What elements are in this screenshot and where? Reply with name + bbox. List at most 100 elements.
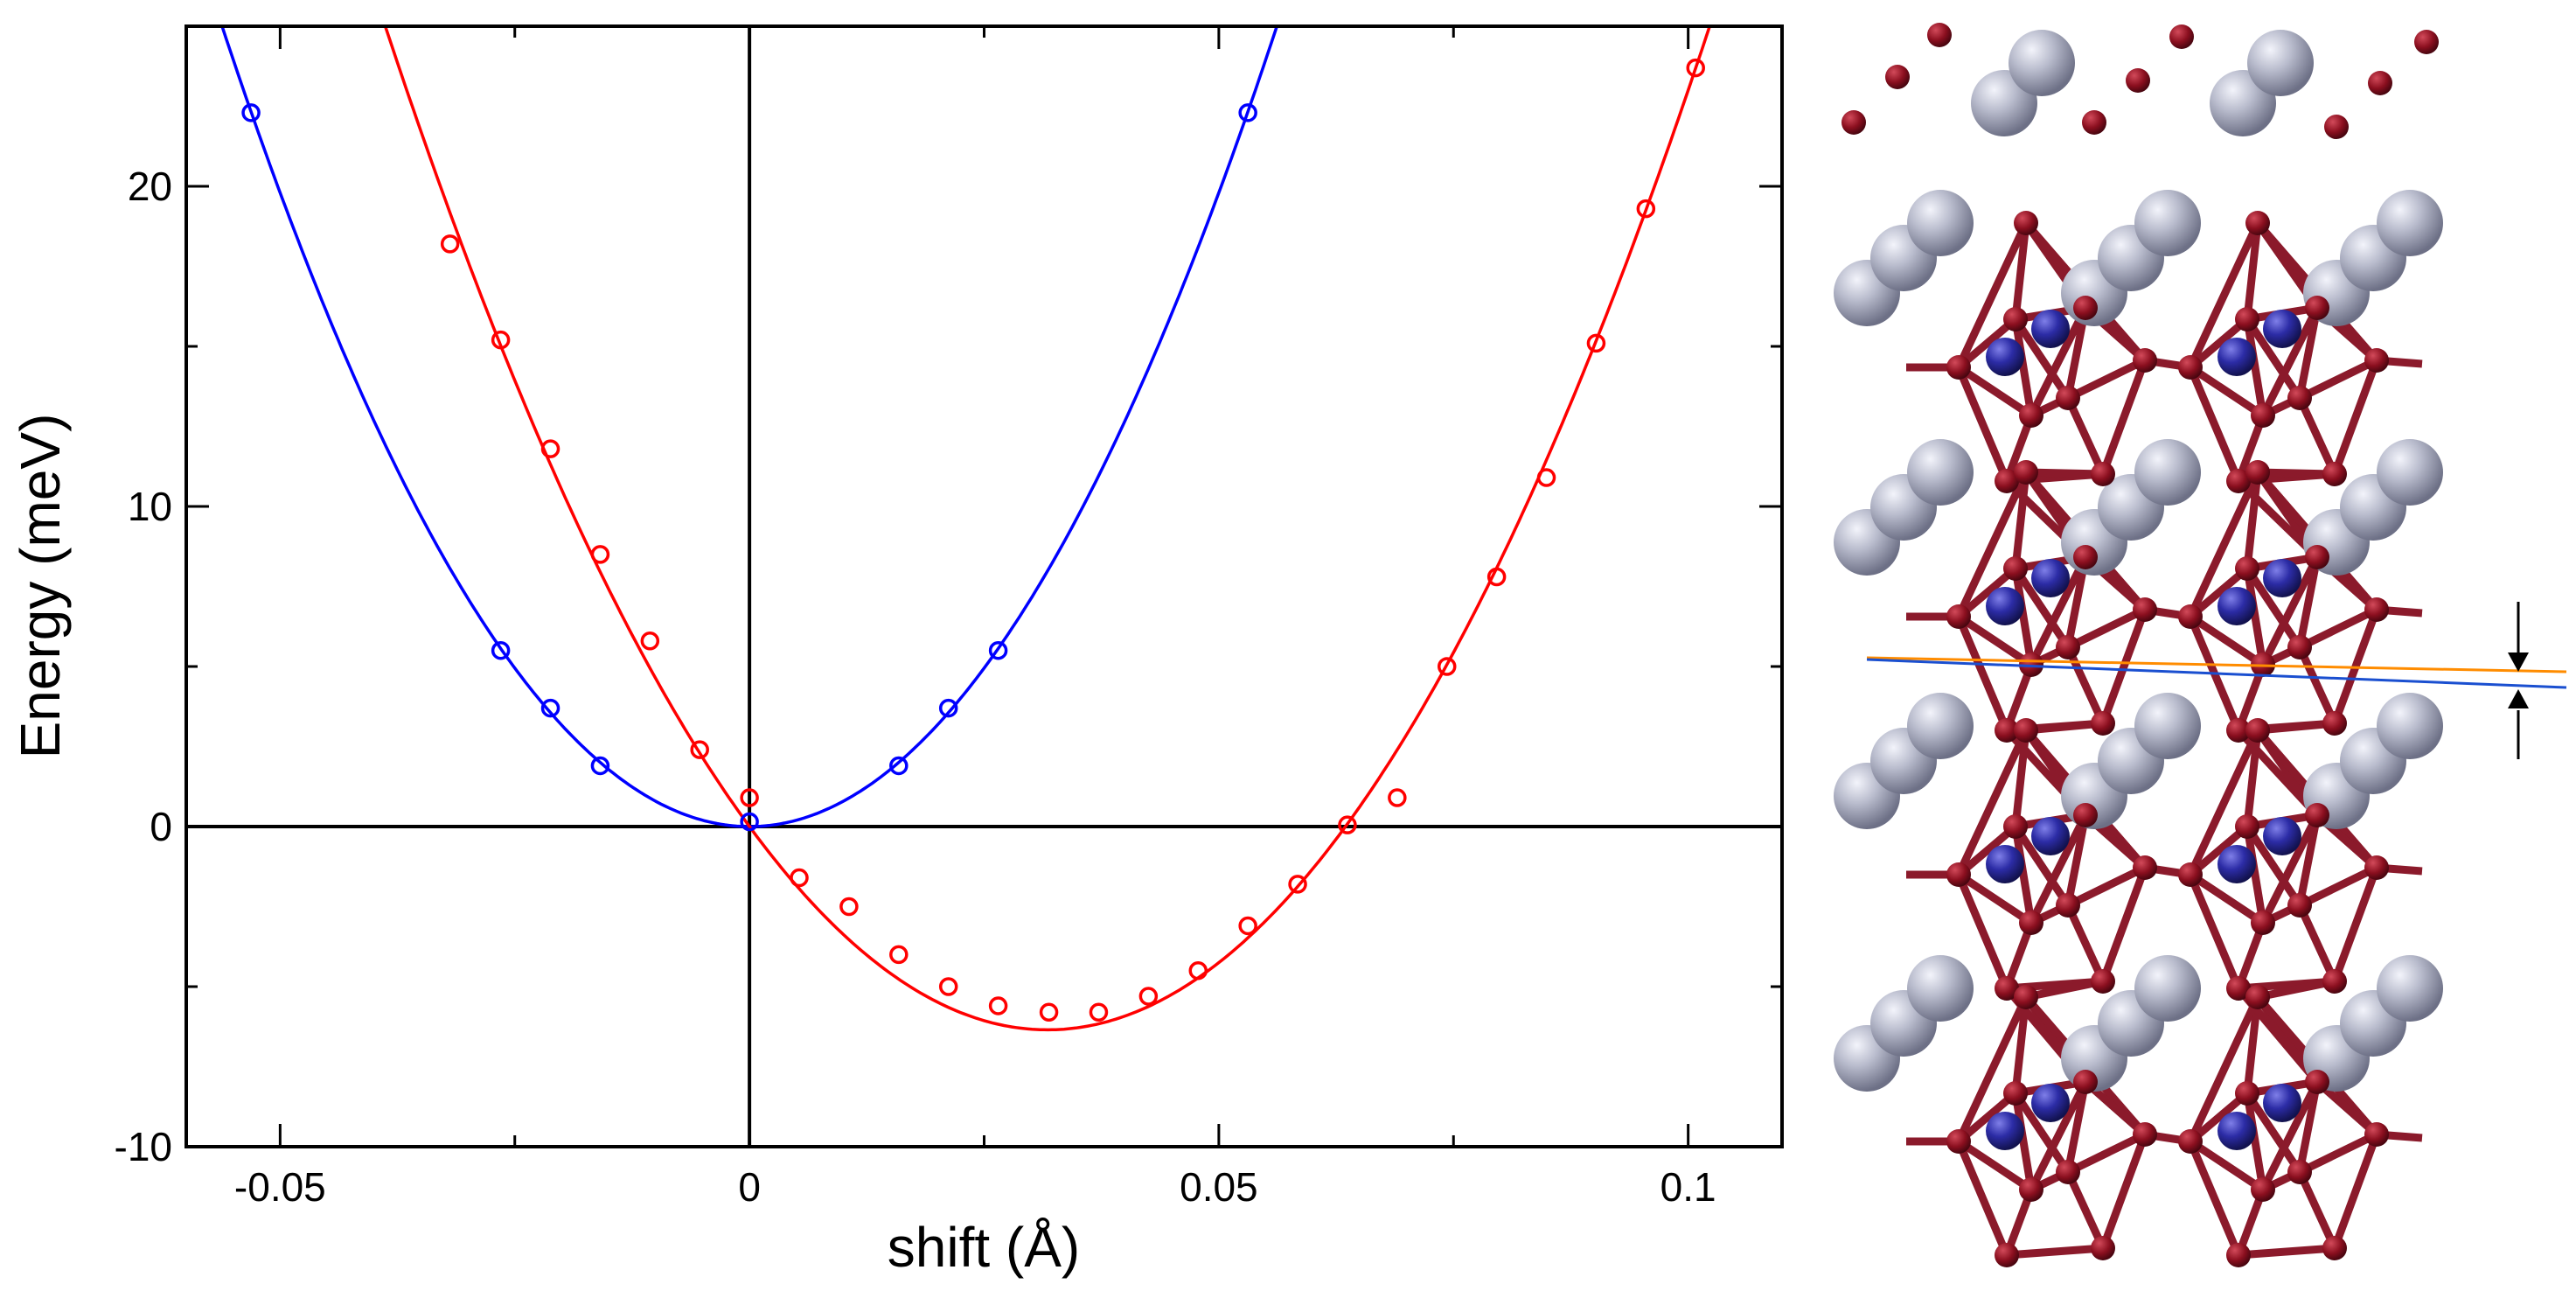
data-point-series-2 <box>540 439 560 458</box>
data-point-series-1 <box>590 756 610 776</box>
metal-atom <box>2031 310 2070 348</box>
bond <box>2011 315 2072 402</box>
oxygen-atom <box>2073 1070 2098 1094</box>
data-point-series-1 <box>491 640 511 660</box>
bond <box>2099 356 2149 478</box>
bond <box>2257 977 2336 1001</box>
oxygen-atom <box>2133 597 2157 622</box>
bond <box>2259 304 2322 420</box>
oxygen-atom <box>2305 545 2329 569</box>
fit-curve-series-2 <box>383 26 1712 1032</box>
data-point-series-2 <box>1338 815 1357 834</box>
oxygen-atom <box>1995 718 2019 743</box>
data-point-series-1 <box>889 756 909 776</box>
bond <box>2027 553 2090 669</box>
y-tick-label: 0 <box>150 804 172 849</box>
metal-atom <box>2263 310 2301 348</box>
oxygen-atom <box>1946 1129 1971 1154</box>
bond <box>2295 1078 2322 1176</box>
bond <box>2186 564 2252 621</box>
bond <box>2295 304 2322 402</box>
oxygen-atom <box>2019 403 2043 428</box>
bond <box>1954 726 2030 879</box>
data-point-series-1 <box>938 698 958 718</box>
oxygen-atom <box>2414 30 2439 54</box>
bond <box>2259 811 2322 927</box>
oxygen-atom <box>2126 68 2150 93</box>
oxygen-atom <box>1841 110 1866 135</box>
metal-atom <box>2031 817 2070 855</box>
cation-atom <box>2134 693 2201 759</box>
oxygen-atom <box>1946 862 1971 887</box>
cation-atom <box>1907 439 1974 506</box>
bond <box>2186 219 2262 372</box>
data-point-series-2 <box>690 740 709 759</box>
cation-atom <box>2377 190 2443 256</box>
data-point-series-2 <box>790 868 809 888</box>
bond <box>2295 1168 2339 1253</box>
data-point-series-2 <box>590 545 610 564</box>
energy-shift-chart: -0.05 0 0.05 0.1 -10 0 10 20 shift (Å) Energy (… <box>9 24 1784 1279</box>
oxygen-atom <box>2091 711 2115 736</box>
oxygen-atom <box>1995 1243 2019 1267</box>
structure-oxygens <box>1841 23 2439 1267</box>
bond <box>2186 612 2267 669</box>
bond <box>2011 468 2030 573</box>
bond <box>2259 1078 2322 1194</box>
data-point-series-2 <box>740 788 759 807</box>
metal-atom <box>2217 587 2256 625</box>
data-point-series-2 <box>1686 58 1705 78</box>
cation-atom <box>2377 693 2443 759</box>
bond <box>2243 315 2304 402</box>
oxygen-atom <box>2178 1129 2203 1154</box>
bond <box>2330 863 2381 986</box>
bond <box>2011 822 2072 910</box>
x-tick-label: 0.05 <box>1180 1164 1258 1210</box>
cation-atom <box>1907 955 1974 1022</box>
oxygen-atom <box>2056 1160 2080 1184</box>
bond <box>2243 468 2262 573</box>
oxygen-atom <box>2305 296 2329 320</box>
cation-atom <box>2377 955 2443 1022</box>
bond <box>1954 612 2011 735</box>
bond <box>1954 1137 2011 1260</box>
oxygen-atom <box>2091 969 2115 994</box>
bond <box>2186 315 2252 372</box>
data-point-series-2 <box>1486 567 1507 587</box>
metal-atom <box>2031 559 2070 597</box>
data-point-series-2 <box>988 996 1008 1015</box>
bond <box>2259 553 2322 669</box>
data-point-series-2 <box>1536 468 1556 487</box>
bond <box>2064 1078 2090 1176</box>
arrow-down-icon <box>2508 602 2529 672</box>
data-point-series-1 <box>241 103 261 122</box>
reference-plane-line-orange <box>1866 656 2567 673</box>
bond <box>2234 1244 2339 1260</box>
oxygen-atom <box>2226 1243 2251 1267</box>
bond <box>2243 315 2267 420</box>
bond <box>2257 468 2336 478</box>
bond <box>2064 863 2149 910</box>
oxygen-atom <box>2287 1160 2312 1184</box>
data-point-series-1 <box>540 698 560 718</box>
oxygen-atom <box>2133 855 2157 880</box>
bond <box>2186 1137 2267 1194</box>
metal-atom <box>2263 1084 2301 1122</box>
oxygen-atom <box>2226 976 2251 1001</box>
oxygen-atom <box>2003 556 2028 581</box>
bond <box>2243 564 2267 669</box>
bond <box>2027 811 2090 927</box>
oxygen-atom <box>2322 969 2347 994</box>
bond <box>2099 863 2149 986</box>
oxygen-atom <box>2133 348 2157 373</box>
data-point-series-2 <box>1438 657 1457 676</box>
oxygen-atom <box>2245 211 2270 235</box>
bond <box>2186 726 2262 879</box>
bond <box>1954 468 2030 621</box>
oxygen-atom <box>2305 803 2329 827</box>
oxygen-atom <box>2287 893 2312 918</box>
oxygen-atom <box>1927 23 1952 47</box>
bond <box>2295 863 2381 910</box>
oxygen-atom <box>2056 635 2080 659</box>
x-tick-label: 0.1 <box>1660 1164 1716 1210</box>
